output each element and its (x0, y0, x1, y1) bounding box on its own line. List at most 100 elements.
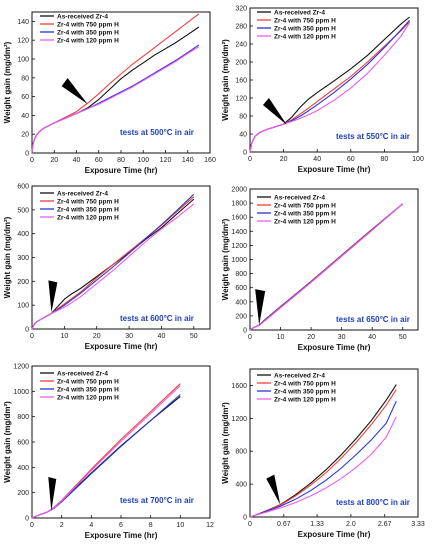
x-tick-label: 40 (158, 333, 166, 340)
x-tick-label: 0 (248, 334, 252, 341)
chart-panel-5: 0 2 4 6 8 10 12 0 200 400 600 800 1000 1200 Exposure T… (3, 364, 214, 541)
y-tick-label: 1600 (231, 215, 247, 222)
transition-arrow (61, 78, 88, 105)
x-tick-label: 100 (412, 156, 424, 163)
x-tick-label: 0 (248, 156, 252, 163)
x-tick-label: 140 (182, 157, 194, 164)
y-tick-label: 40 (239, 132, 247, 139)
x-axis-label: Exposure Time (hr) (85, 342, 158, 351)
legend: As-received Zr-4Zr-4 with 750 ppm HZr-4 … (40, 13, 119, 44)
x-tick-label: 12 (206, 522, 214, 529)
x-tick-label: 4 (89, 522, 93, 529)
y-tick-label: 0 (243, 150, 247, 157)
y-tick-label: 400 (235, 482, 247, 489)
y-tick-label: 1400 (231, 229, 247, 236)
test-condition-label: tests at 800°C in air (336, 498, 410, 507)
legend-label-2: Zr-4 with 750 ppm H (274, 380, 336, 387)
y-axis-label: Weight gain (mg/dm²) (3, 41, 12, 123)
legend-label-1: As-received Zr-4 (274, 194, 325, 201)
series-line-4 (31, 385, 181, 519)
y-tick-label: 120 (235, 96, 247, 103)
legend-label-4: Zr-4 with 120 ppm H (57, 37, 119, 44)
chart-panel-6: 0 0.67 1.33 2.0 2.67 3.33 0 400 800 1200 1600 Expos… (221, 368, 425, 539)
legend-label-1: As-received Zr-4 (274, 372, 325, 379)
transition-arrow (48, 280, 58, 313)
legend-label-3: Zr-4 with 350 ppm H (274, 25, 336, 32)
y-tick-label: 80 (239, 114, 247, 121)
y-tick-label: 200 (235, 60, 247, 67)
y-tick-label: 200 (235, 313, 247, 320)
y-tick-label: 1600 (231, 383, 247, 390)
legend-label-4: Zr-4 with 120 ppm H (274, 33, 336, 40)
legend-label-3: Zr-4 with 350 ppm H (57, 206, 119, 213)
y-tick-label: 400 (17, 231, 29, 238)
y-tick-label: 120 (17, 38, 29, 45)
y-tick-label: 20 (21, 132, 29, 139)
series-line-4 (249, 22, 411, 153)
test-condition-label: tests at 650°C in air (336, 315, 410, 324)
y-tick-label: 200 (17, 490, 29, 497)
x-tick-label: 50 (399, 334, 407, 341)
y-tick-label: 500 (17, 207, 29, 214)
x-tick-label: 40 (368, 334, 376, 341)
x-tick-label: 2.0 (346, 521, 356, 528)
x-tick-label: 2 (60, 522, 64, 529)
legend-label-2: Zr-4 with 750 ppm H (274, 202, 336, 209)
series-line-4 (249, 416, 397, 518)
x-tick-label: 10 (277, 334, 285, 341)
series-line-3 (249, 400, 397, 518)
transition-arrow (255, 289, 266, 326)
y-axis-label: Weight gain (mg/dm²) (221, 402, 230, 484)
legend: As-received Zr-4Zr-4 with 750 ppm HZr-4 … (40, 370, 119, 401)
y-axis-label: Weight gain (mg/dm²) (221, 218, 230, 300)
legend-label-3: Zr-4 with 350 ppm H (274, 210, 336, 217)
x-axis-label: Exposure Time (hr) (298, 165, 371, 174)
test-condition-label: tests at 600°C in air (120, 314, 194, 323)
y-tick-label: 600 (235, 285, 247, 292)
x-tick-label: 30 (125, 333, 133, 340)
y-tick-label: 1800 (231, 201, 247, 208)
x-tick-label: 2.67 (378, 521, 392, 528)
x-tick-label: 20 (307, 334, 315, 341)
y-tick-label: 1200 (231, 416, 247, 423)
chart-panel-2: 0 20 40 60 80 100 0 40 80 120 160 200 240 280 320 Expos… (221, 6, 424, 175)
x-tick-label: 10 (176, 522, 184, 529)
x-tick-label: 60 (95, 157, 103, 164)
y-tick-label: 0 (25, 151, 29, 158)
x-tick-label: 0.67 (277, 521, 291, 528)
y-tick-label: 100 (17, 57, 29, 64)
y-axis-label: Weight gain (mg/dm²) (3, 216, 12, 298)
y-tick-label: 800 (17, 414, 29, 421)
y-tick-label: 600 (17, 184, 29, 191)
x-tick-label: 3.33 (411, 521, 425, 528)
test-condition-label: tests at 550°C in air (336, 132, 410, 141)
x-tick-label: 20 (50, 157, 58, 164)
transition-arrow (262, 98, 287, 125)
x-tick-label: 120 (160, 157, 172, 164)
x-tick-label: 10 (60, 333, 68, 340)
y-tick-label: 400 (17, 465, 29, 472)
y-tick-label: 400 (235, 299, 247, 306)
x-axis-label: Exposure Time (hr) (298, 343, 371, 352)
y-tick-label: 160 (235, 78, 247, 85)
y-tick-label: 1200 (231, 243, 247, 250)
legend-label-4: Zr-4 with 120 ppm H (274, 218, 336, 225)
y-tick-label: 280 (235, 24, 247, 31)
x-tick-label: 1.33 (310, 521, 324, 528)
y-tick-label: 1200 (13, 364, 29, 371)
legend-label-1: As-received Zr-4 (57, 370, 108, 377)
y-tick-label: 200 (17, 279, 29, 286)
x-tick-label: 80 (381, 156, 389, 163)
series-line-4 (249, 203, 404, 331)
y-axis-label: Weight gain (mg/dm²) (3, 401, 12, 483)
x-axis-label: Exposure Time (hr) (85, 166, 158, 175)
y-tick-label: 140 (17, 19, 29, 26)
y-tick-label: 80 (21, 75, 29, 82)
x-tick-label: 20 (93, 333, 101, 340)
test-condition-label: tests at 700°C in air (120, 496, 194, 505)
legend-label-2: Zr-4 with 750 ppm H (57, 21, 119, 28)
y-tick-label: 800 (235, 449, 247, 456)
x-tick-label: 30 (338, 334, 346, 341)
